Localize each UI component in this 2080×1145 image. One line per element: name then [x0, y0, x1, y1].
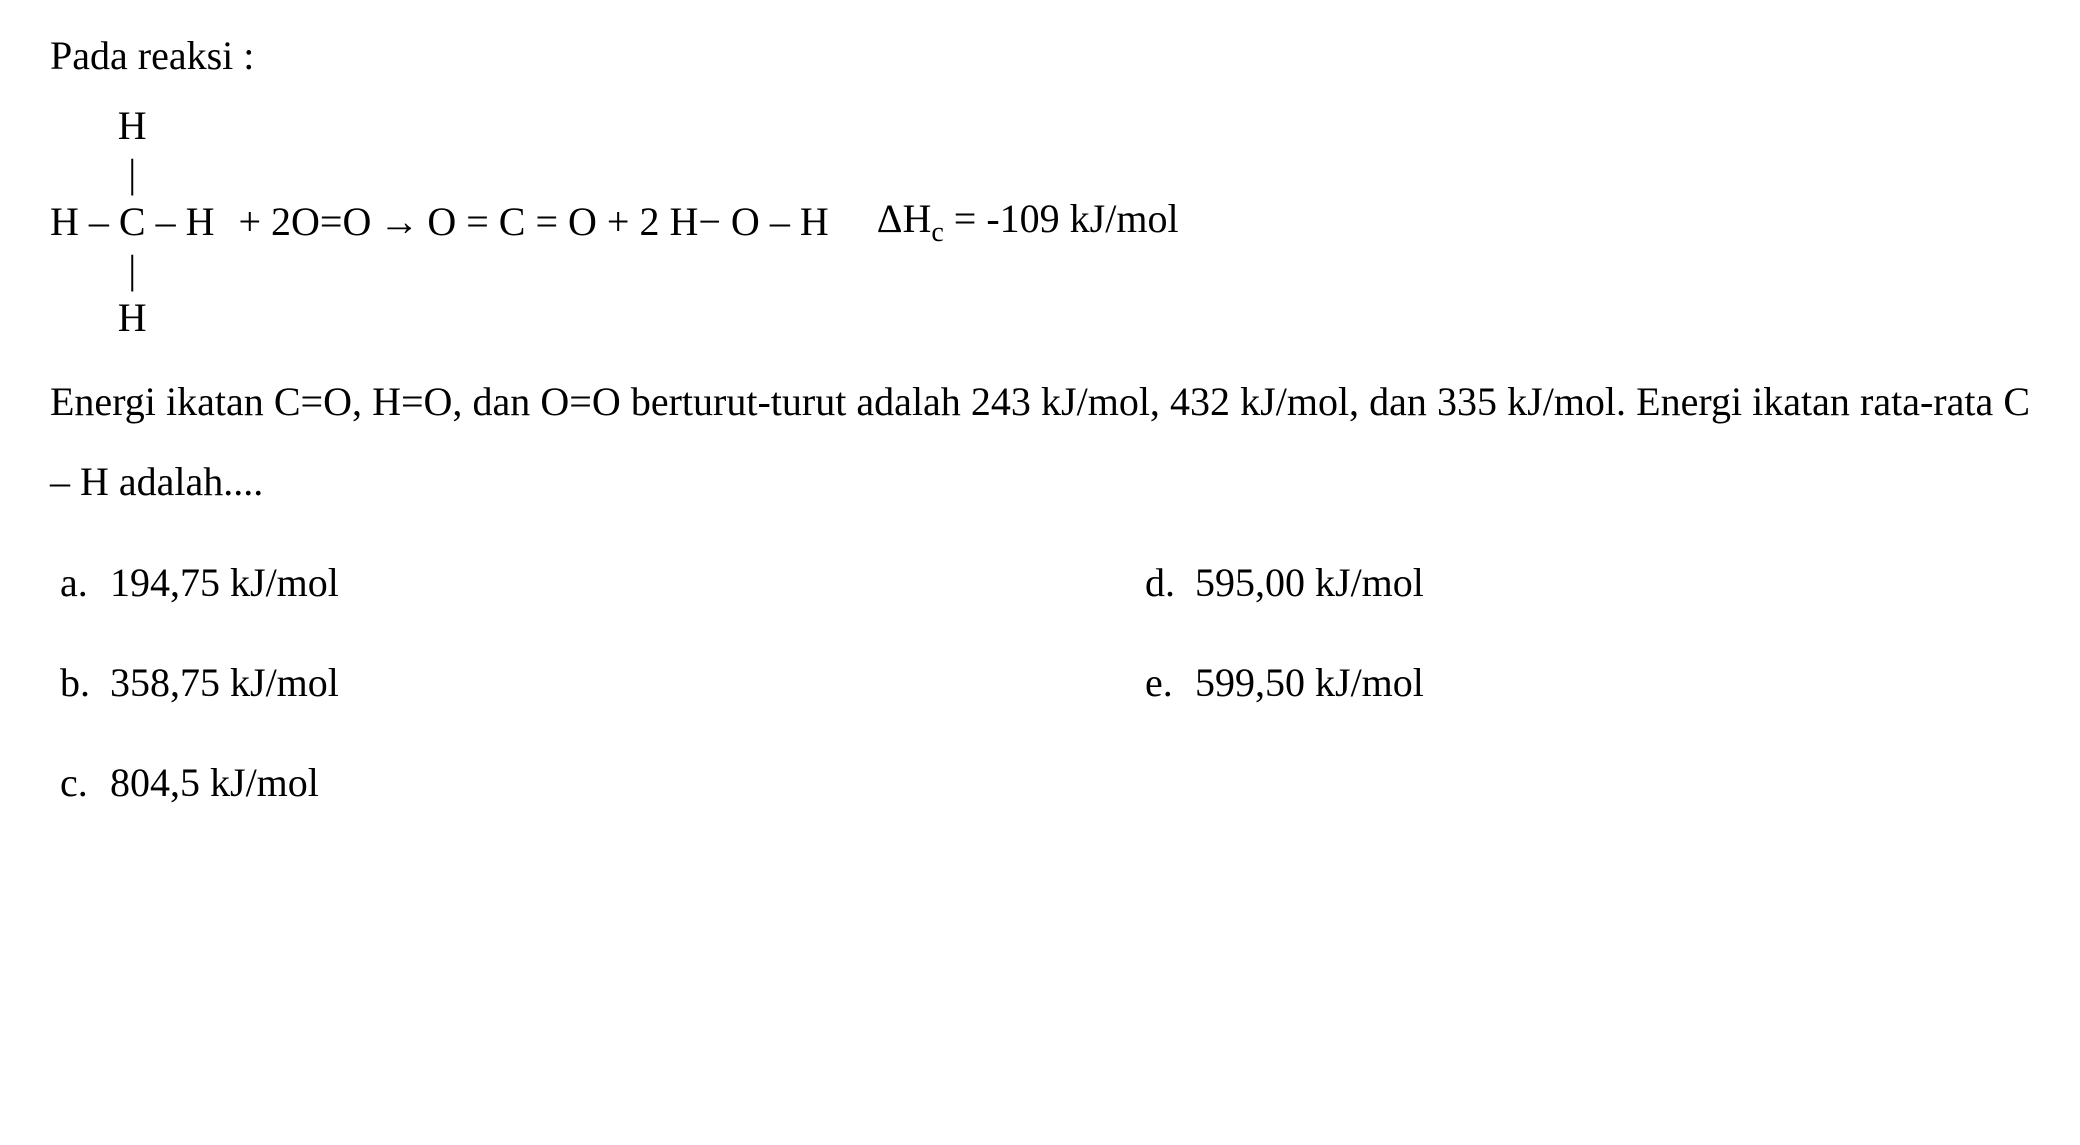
option-letter: d.	[1145, 547, 1195, 619]
option-text: 599,50 kJ/mol	[1195, 647, 1424, 719]
bond-dash: –	[79, 194, 119, 250]
reaction-equation: H | H – C – H | H + 2O=O → O = C = O + 2…	[50, 102, 2030, 342]
delta-h-subscript: c	[931, 217, 943, 248]
methane-bond-bottom: |	[128, 246, 136, 294]
methane-bond-top: |	[128, 150, 136, 198]
question-content: Pada reaksi : H | H – C – H | H + 2O=O →…	[50, 20, 2030, 819]
question-body: Energi ikatan C=O, H=O, dan O=O berturut…	[50, 362, 2030, 522]
delta-h-value: = -109 kJ/mol	[954, 196, 1179, 241]
option-c: c. 804,5 kJ/mol	[60, 747, 945, 819]
option-letter: a.	[60, 547, 110, 619]
methane-structure: H | H – C – H | H	[50, 102, 214, 342]
option-d: d. 595,00 kJ/mol	[1145, 547, 2030, 619]
option-a: a. 194,75 kJ/mol	[60, 547, 945, 619]
option-e: e. 599,50 kJ/mol	[1145, 647, 2030, 719]
methane-middle: H – C – H	[50, 198, 214, 246]
reaction-arrow: →	[375, 194, 423, 250]
intro-text: Pada reaksi :	[50, 20, 2030, 92]
options-grid: a. 194,75 kJ/mol d. 595,00 kJ/mol b. 358…	[50, 547, 2030, 819]
methane-bottom-h: H	[118, 294, 147, 342]
methane-right-h: H	[186, 194, 215, 250]
option-text: 804,5 kJ/mol	[110, 747, 319, 819]
delta-h: ΔHc = -109 kJ/mol	[873, 191, 1183, 252]
delta-h-label: ΔH	[877, 196, 932, 241]
option-letter: e.	[1145, 647, 1195, 719]
option-letter: b.	[60, 647, 110, 719]
option-text: 194,75 kJ/mol	[110, 547, 339, 619]
methane-top-h: H	[118, 102, 147, 150]
option-text: 595,00 kJ/mol	[1195, 547, 1424, 619]
reactant-oxygen: + 2O=O	[214, 194, 375, 250]
bond-dash: –	[146, 194, 186, 250]
option-text: 358,75 kJ/mol	[110, 647, 339, 719]
methane-left-h: H	[50, 194, 79, 250]
products: O = C = O + 2 H− O – H	[423, 194, 832, 250]
option-b: b. 358,75 kJ/mol	[60, 647, 945, 719]
option-letter: c.	[60, 747, 110, 819]
